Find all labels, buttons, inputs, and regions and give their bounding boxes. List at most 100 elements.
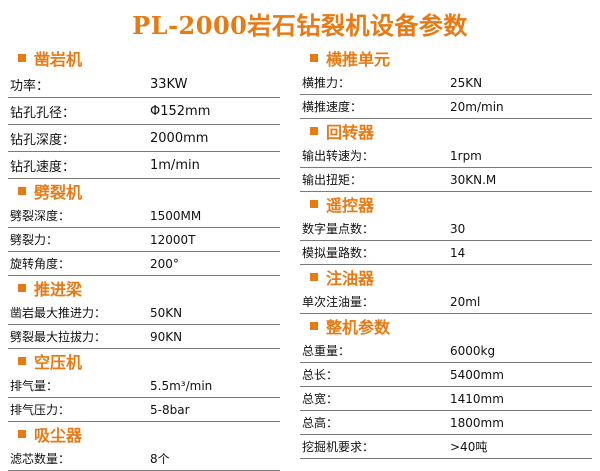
spec-value: 5-8bar [150, 402, 190, 417]
spec-value: 8个 [150, 452, 170, 466]
section-title: 吸尘器 [34, 426, 83, 445]
spec-label: 挖掘机要求： [302, 440, 375, 454]
spec-value: 1m/min [150, 157, 200, 173]
square-bullet-icon [310, 273, 318, 281]
spec-row: 钻孔孔径： Φ152mm [8, 98, 280, 125]
spec-row: 旋转角度： 200° [8, 252, 280, 276]
section-rock-drill-header: 凿岩机 [8, 47, 280, 69]
spec-value: 25KN [450, 75, 483, 90]
section-title: 横推单元 [326, 50, 391, 69]
spec-row: 单次注油量： 20ml [300, 290, 592, 314]
spec-label: 钻孔孔径： [10, 105, 76, 121]
spec-label: 总长： [302, 368, 339, 382]
section-title: 注油器 [326, 269, 375, 288]
spec-row: 总宽： 1410mm [300, 387, 592, 411]
spec-label: 钻孔深度： [10, 132, 76, 148]
spec-label: 凿岩最大推进力： [10, 306, 107, 320]
spec-row: 输出转速为： 1rpm [300, 144, 592, 168]
spec-label: 劈裂最大拉拔力： [10, 330, 107, 344]
spec-row: 模拟量路数： 14 [300, 241, 592, 265]
section-machine-params-header: 整机参数 [300, 315, 592, 337]
square-bullet-icon [18, 54, 26, 62]
spec-value: 1rpm [450, 148, 482, 163]
left-column: 凿岩机 功率： 33KW 钻孔孔径： Φ152mm 钻孔深度： 2000mm 钻… [8, 46, 280, 471]
spec-row: 钻孔速度： 1m/min [8, 152, 280, 179]
spec-label: 劈裂力： [10, 233, 59, 247]
section-remote-control-header: 遥控器 [300, 193, 592, 215]
spec-row: 总重量： 6000kg [300, 339, 592, 363]
spec-row: 横推速度： 20m/min [300, 95, 592, 119]
spec-row: 总高： 1800mm [300, 411, 592, 435]
section-splitter-header: 劈裂机 [8, 180, 280, 202]
section-lubricator-header: 注油器 [300, 266, 592, 288]
spec-label: 总高： [302, 416, 339, 430]
spec-label: 数字量点数： [302, 222, 375, 236]
square-bullet-icon [18, 357, 26, 365]
spec-row: 功率： 33KW [8, 71, 280, 98]
spec-row: 滤芯数量： 8个 [8, 447, 280, 471]
section-rotator-header: 回转器 [300, 120, 592, 142]
spec-value: 6000kg [450, 343, 496, 358]
spec-row: 输出扭矩： 30KN.M [300, 168, 592, 192]
spec-value: 1800mm [450, 415, 504, 430]
spec-value: 5400mm [450, 367, 504, 382]
spec-label: 模拟量路数： [302, 246, 375, 260]
spec-label: 总宽： [302, 392, 339, 406]
section-traverse-unit-header: 横推单元 [300, 47, 592, 69]
spec-label: 排气量： [10, 379, 59, 393]
section-title: 推进梁 [34, 280, 83, 299]
page-title: PL-2000岩石钻裂机设备参数 [132, 11, 468, 40]
spec-label: 排气压力： [10, 403, 71, 417]
spec-row: 劈裂力： 12000T [8, 228, 280, 252]
spec-row: 凿岩最大推进力： 50KN [8, 301, 280, 325]
spec-value: 2000mm [150, 130, 209, 146]
section-title: 整机参数 [326, 318, 391, 337]
spec-value: 1500MM [150, 208, 202, 223]
spec-row: 排气量： 5.5m³/min [8, 374, 280, 398]
spec-row: 总长： 5400mm [300, 363, 592, 387]
section-dust-collector-header: 吸尘器 [8, 423, 280, 445]
spec-row: 排气压力： 5-8bar [8, 398, 280, 422]
section-compressor-header: 空压机 [8, 350, 280, 372]
section-title: 遥控器 [326, 196, 375, 215]
spec-value: 20ml [450, 294, 481, 309]
spec-label: 总重量： [302, 344, 351, 358]
spec-label: 输出转速为： [302, 149, 375, 163]
spec-value: 20m/min [450, 99, 504, 114]
spec-label: 横推力： [302, 76, 351, 90]
section-title: 劈裂机 [34, 183, 83, 202]
spec-label: 横推速度： [302, 100, 363, 114]
section-feed-beam-header: 推进梁 [8, 277, 280, 299]
spec-label: 单次注油量： [302, 295, 375, 309]
section-title: 空压机 [34, 353, 83, 372]
spec-label: 功率： [10, 78, 50, 94]
square-bullet-icon [310, 54, 318, 62]
spec-row: 数字量点数： 30 [300, 217, 592, 241]
spec-value: >40吨 [450, 440, 488, 454]
spec-value: 5.5m³/min [150, 378, 213, 393]
spec-row: 横推力： 25KN [300, 71, 592, 95]
spec-row: 钻孔深度： 2000mm [8, 125, 280, 152]
section-title: 凿岩机 [34, 50, 83, 69]
spec-value: 14 [450, 245, 466, 260]
spec-row: 劈裂最大拉拔力： 90KN [8, 325, 280, 349]
spec-label: 输出扭矩： [302, 173, 363, 187]
square-bullet-icon [18, 430, 26, 438]
spec-label: 旋转角度： [10, 257, 71, 271]
spec-row: 挖掘机要求： >40吨 [300, 435, 592, 459]
square-bullet-icon [310, 322, 318, 330]
spec-value: 30 [450, 221, 466, 236]
spec-value: Φ152mm [150, 103, 211, 119]
spec-value: 90KN [150, 329, 183, 344]
square-bullet-icon [18, 187, 26, 195]
spec-value: 12000T [150, 232, 196, 247]
spec-label: 钻孔速度： [10, 159, 76, 175]
spec-value: 200° [150, 256, 179, 271]
spec-row: 劈裂深度： 1500MM [8, 204, 280, 228]
square-bullet-icon [18, 284, 26, 292]
spec-label: 劈裂深度： [10, 209, 71, 223]
square-bullet-icon [310, 200, 318, 208]
spec-value: 50KN [150, 305, 183, 320]
square-bullet-icon [310, 127, 318, 135]
spec-label: 滤芯数量： [10, 452, 71, 466]
